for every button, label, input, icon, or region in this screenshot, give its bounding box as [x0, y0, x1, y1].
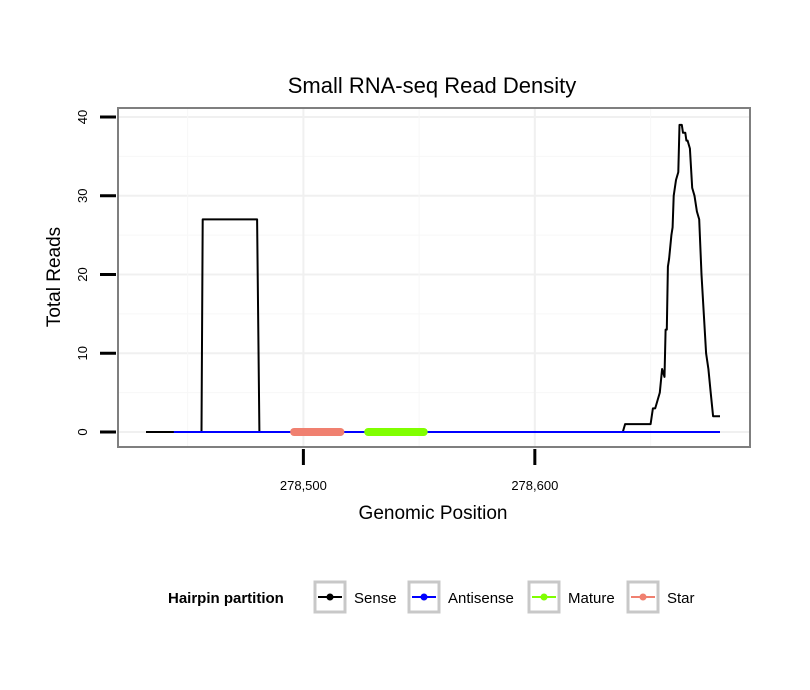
legend-title: Hairpin partition [168, 590, 284, 607]
legend-label-sense: Sense [354, 590, 397, 607]
y-tick-label-0: 0 [75, 428, 90, 435]
series-layer [146, 123, 720, 436]
y-tick-label-30: 30 [75, 189, 90, 203]
x-axis-title: Genomic Position [359, 503, 508, 524]
y-axis-title: Total Reads [44, 227, 65, 327]
y-tick-label-20: 20 [75, 267, 90, 281]
legend-dot-mature [540, 593, 548, 601]
y-tick-label-40: 40 [75, 110, 90, 124]
chart-title: Small RNA-seq Read Density [288, 73, 577, 98]
x-tick-label-278500: 278,500 [280, 478, 327, 493]
legend-label-star: Star [667, 590, 695, 607]
legend-label-antisense: Antisense [448, 590, 514, 607]
legend-label-mature: Mature [568, 590, 615, 607]
x-tick-label-278600: 278,600 [511, 478, 558, 493]
series-sense [173, 123, 720, 433]
plot-panel [117, 107, 751, 448]
axes-layer: 0 10 20 30 40 278,500 278,600 [75, 110, 558, 493]
legend-dot-antisense [420, 593, 428, 601]
grid-lines [118, 108, 750, 447]
y-tick-label-10: 10 [75, 346, 90, 360]
legend: Hairpin partition Sense Antisense Mature St… [168, 580, 695, 614]
legend-dot-star [639, 593, 647, 601]
legend-dot-sense [326, 593, 334, 601]
